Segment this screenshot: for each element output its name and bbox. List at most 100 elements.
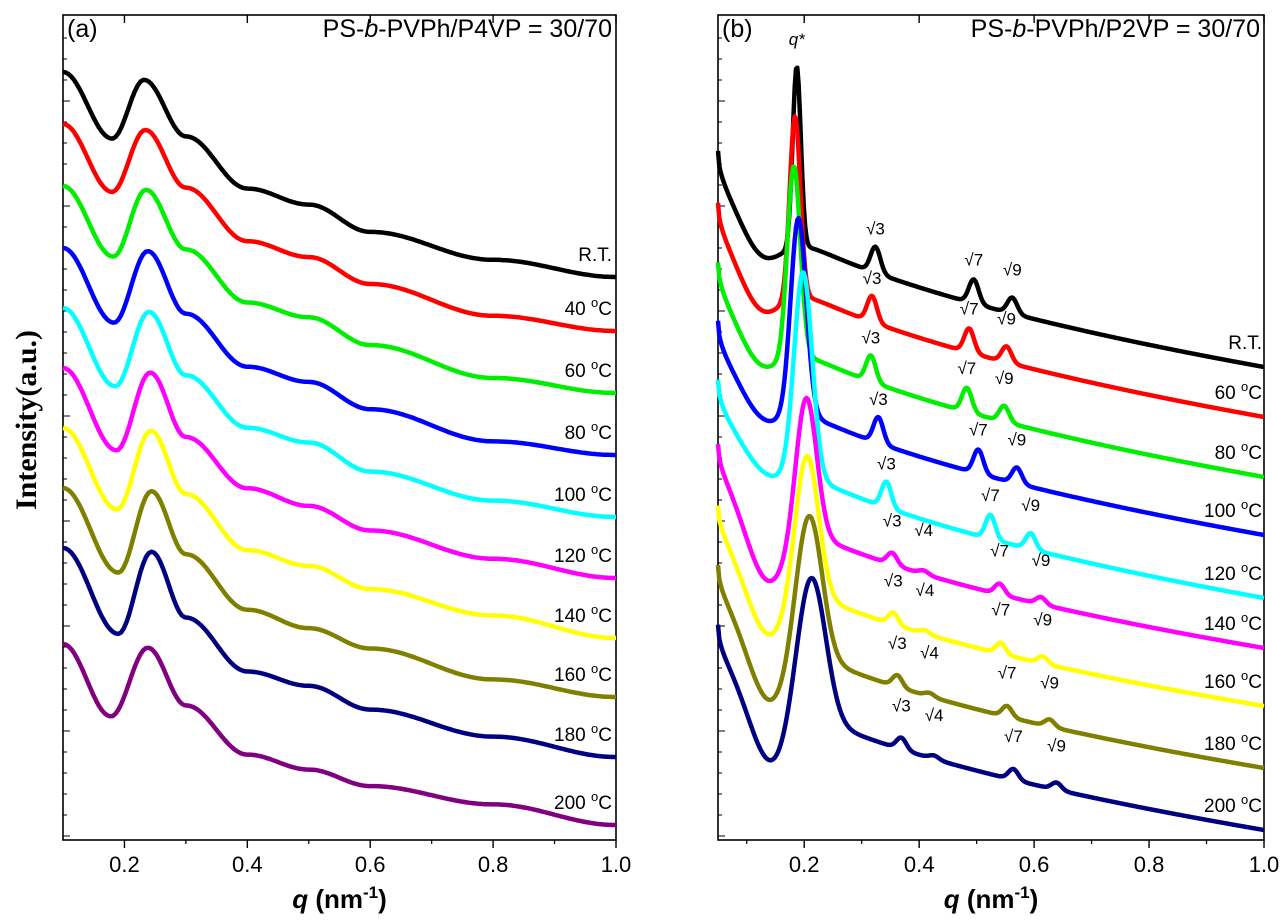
series-label-degree: o: [1241, 668, 1248, 683]
x-tick-label: 0.8: [1134, 852, 1165, 877]
peak-label: √9: [1032, 551, 1051, 570]
panel-b: 0.2 0.4 0.6 0.8 1.0 (b) PS-b-PVPh/P2VP = 30/70…: [715, 14, 1280, 914]
qstar-label: q*: [789, 30, 806, 49]
series-label-degree: o: [591, 661, 598, 676]
series-line: [62, 305, 616, 520]
x-axis-label-unit: (nm: [960, 884, 1015, 914]
x-tick-label: 1.0: [601, 852, 632, 877]
x-tick-label: 0.6: [355, 852, 386, 877]
series-label: 140 oC: [554, 602, 612, 627]
plot-frame: [717, 14, 1265, 841]
x-tick-label: 0.6: [1019, 852, 1050, 877]
peak-label: √7: [991, 601, 1010, 620]
peak-label: √9: [1003, 261, 1022, 280]
series-line: [715, 395, 1265, 651]
series-label-unit: C: [598, 665, 612, 686]
peak-label: √3: [869, 390, 888, 409]
series-label-degree: o: [591, 481, 598, 496]
series-label-temp: 200: [554, 793, 591, 814]
title-part: -PVPh/P4VP = 30/70: [378, 15, 612, 43]
series-line: [62, 121, 616, 334]
x-axis-label-q: q: [944, 884, 960, 914]
series-label: 180 oC: [554, 721, 612, 746]
series-label-unit: C: [598, 606, 612, 627]
panel-title: PS-b-PVPh/P2VP = 30/70: [971, 15, 1260, 43]
series-line: [715, 65, 1265, 370]
series-line: [62, 245, 616, 458]
series-label-temp: 120: [554, 546, 591, 567]
series-label: 60 oC: [565, 357, 612, 382]
series-label: 200 oC: [1204, 792, 1262, 817]
peak-label: √7: [957, 359, 976, 378]
series-label-unit: C: [598, 546, 612, 567]
series-line: [62, 485, 616, 700]
panel-label: (b): [722, 15, 753, 43]
series-label-temp: 60: [1215, 383, 1241, 404]
x-axis-label: q (nm-1): [292, 883, 387, 914]
x-tick-label: 0.4: [232, 852, 263, 877]
peak-label: √7: [998, 664, 1017, 683]
peak-label: √3: [892, 696, 911, 715]
x-axis-label-sup: -1: [363, 883, 378, 902]
series-label-unit: C: [1248, 734, 1262, 755]
series-label-degree: o: [1241, 497, 1248, 512]
series-label: 80 oC: [1215, 439, 1262, 464]
series-label: 140 oC: [1204, 610, 1262, 635]
series-label-unit: C: [598, 299, 612, 320]
peak-label: √3: [884, 571, 903, 590]
series-label-unit: C: [598, 361, 612, 382]
peak-label: √9: [1033, 610, 1052, 629]
series-label: 60 oC: [1215, 379, 1262, 404]
series-line: [62, 545, 616, 760]
series-label-degree: o: [591, 357, 598, 372]
peak-label: √9: [1040, 674, 1059, 693]
x-axis-label-close: ): [378, 884, 387, 914]
series-label-degree: o: [1241, 610, 1248, 625]
series-label-unit: C: [1248, 564, 1262, 585]
series-label-degree: o: [591, 295, 598, 310]
series-label: 80 oC: [565, 419, 612, 444]
x-tick-label: 0.2: [109, 852, 140, 877]
series-line: [62, 365, 616, 581]
title-part: PS-: [971, 15, 1013, 43]
series-label-unit: C: [1248, 443, 1262, 464]
series-label-unit: C: [1248, 501, 1262, 522]
peak-label: √3: [877, 455, 896, 474]
peak-label: √9: [997, 309, 1016, 328]
series-line: [715, 453, 1265, 709]
series-label-temp: 140: [554, 606, 591, 627]
peak-label: √9: [1047, 737, 1066, 756]
peak-label: √7: [960, 299, 979, 318]
series-label-temp: 140: [1204, 614, 1241, 635]
peak-label: √9: [1007, 430, 1026, 449]
series-label-temp: 80: [1215, 443, 1241, 464]
series-label-degree: o: [591, 542, 598, 557]
peak-label: √4: [914, 521, 933, 540]
series-label-temp: 40: [565, 299, 591, 320]
series-label-temp: 200: [1204, 796, 1241, 817]
series-label-unit: C: [1248, 614, 1262, 635]
title-part: -PVPh/P2VP = 30/70: [1026, 15, 1260, 43]
series-label: 100 oC: [554, 481, 612, 506]
series-label-temp: 100: [1204, 501, 1241, 522]
peak-label: √4: [916, 581, 935, 600]
x-axis-label: q (nm-1): [944, 883, 1039, 914]
series-label-temp: 180: [1204, 734, 1241, 755]
peak-label: √7: [964, 250, 983, 269]
x-tick-label: 0.2: [789, 852, 820, 877]
title-part: b: [364, 15, 378, 43]
series-label: 180 oC: [1204, 730, 1262, 755]
peak-label: √9: [995, 369, 1014, 388]
peak-label: √4: [925, 706, 944, 725]
plot-frame: [62, 14, 617, 841]
series-label: 100 oC: [1204, 497, 1262, 522]
peak-label: √3: [883, 511, 902, 530]
series-label-degree: o: [1241, 792, 1248, 807]
x-tick-label: 1.0: [1249, 852, 1280, 877]
series-label-unit: C: [598, 793, 612, 814]
series-label-temp: 100: [554, 485, 591, 506]
series-label-unit: C: [598, 725, 612, 746]
series-line: [715, 513, 1265, 771]
series-label-unit: C: [1248, 796, 1262, 817]
